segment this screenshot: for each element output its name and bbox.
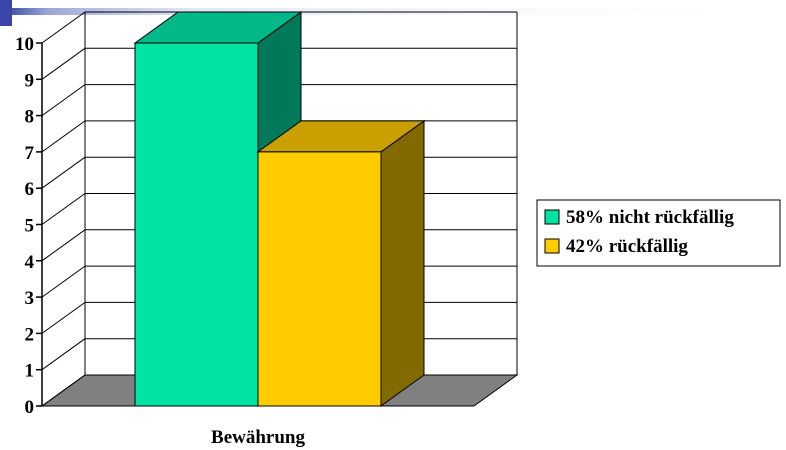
legend-item: 42% rückfällig: [544, 236, 688, 257]
side-wall-gridline: [41, 338, 86, 371]
side-wall-gridline: [41, 193, 86, 225]
side-wall-gridline: [41, 120, 86, 153]
legend-label: 58% nicht rückfällig: [566, 207, 734, 228]
y-tick-label: 6: [25, 179, 35, 200]
legend-item: 58% nicht rückfällig: [544, 207, 734, 228]
legend-label: 42% rückfällig: [566, 236, 688, 257]
side-wall-gridline: [41, 301, 86, 334]
y-tick-label: 3: [25, 288, 35, 309]
side-wall-gridline: [41, 84, 86, 117]
side-wall-gridline: [41, 265, 86, 298]
x-category-label: Bewährung: [211, 427, 305, 448]
y-tick-label: 10: [15, 34, 34, 55]
y-tick-label: 0: [25, 397, 35, 418]
bar-front: [134, 42, 259, 407]
legend-swatch: [544, 209, 560, 225]
y-tick-label: 9: [25, 70, 35, 91]
y-tick-label: 4: [25, 252, 35, 273]
y-tick-label: 5: [25, 216, 35, 237]
y-tick-label: 8: [25, 107, 35, 128]
side-wall-gridline: [41, 374, 86, 407]
bar-2: [256, 119, 426, 407]
side-wall-gridline: [41, 11, 86, 44]
decorative-corner-block: [0, 0, 12, 26]
bar-side: [380, 119, 425, 407]
legend-swatch: [544, 238, 560, 254]
y-tick-label: 1: [25, 361, 35, 382]
side-wall-gridline: [41, 47, 86, 80]
y-tick-label: 7: [25, 143, 35, 164]
legend-box: [536, 199, 781, 267]
bar-front: [257, 151, 382, 407]
side-wall-gridline: [41, 229, 86, 262]
side-wall-gridline: [41, 156, 86, 189]
y-tick-label: 2: [25, 324, 35, 345]
